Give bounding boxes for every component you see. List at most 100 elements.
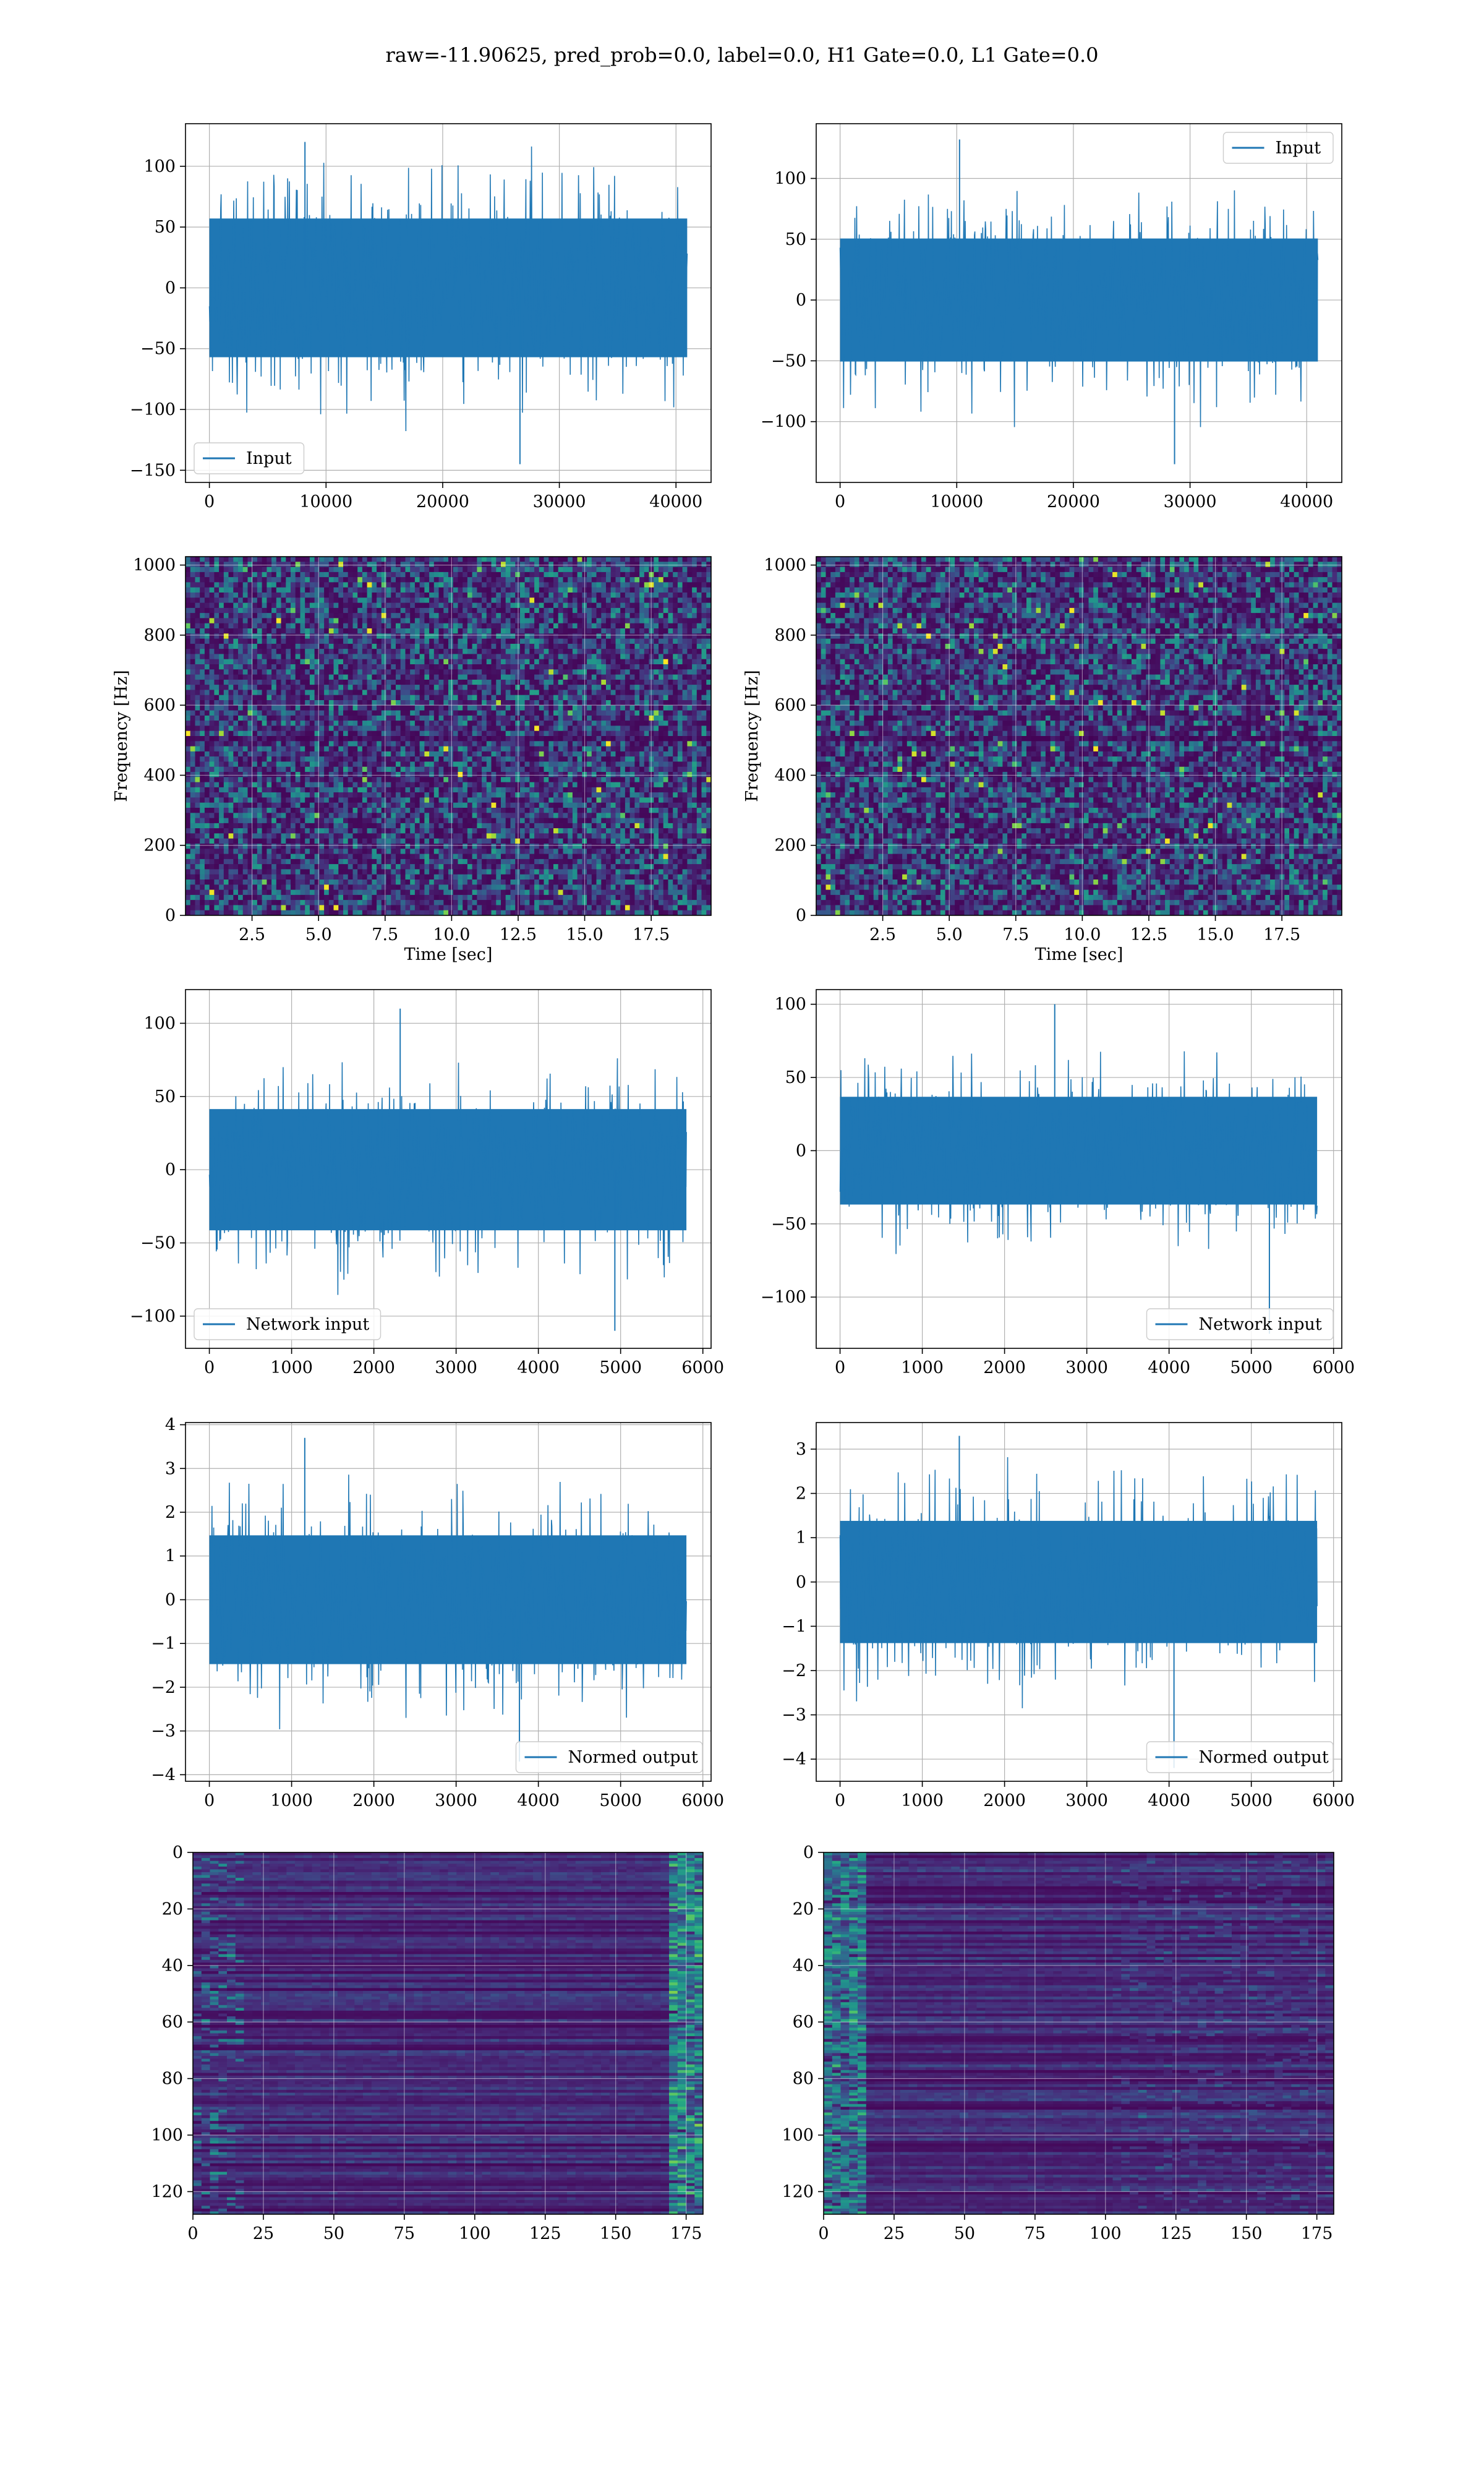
x-tick-label: 125 (529, 2224, 561, 2243)
x-tick-label: 1000 (901, 1791, 944, 1810)
x-tick-label: 175 (1301, 2224, 1333, 2243)
chart-net-input-h1: 0 1000 2000 3000 4000 5000 6000 −100 −50 0 50 100 Ne… (130, 989, 724, 1377)
legend: Network input (1146, 1308, 1334, 1340)
y-tick-label: 0 (803, 1843, 814, 1862)
x-tick-label: 17.5 (1263, 925, 1300, 944)
x-tick-label: 1000 (270, 1791, 313, 1810)
x-tick-label: 5.0 (305, 925, 332, 944)
x-tick-label: 20000 (1047, 492, 1100, 511)
y-tick-label: −50 (771, 1215, 806, 1234)
axes-frame (823, 1852, 1334, 2215)
x-tick-label: 10000 (930, 492, 983, 511)
x-tick-label: 75 (394, 2224, 415, 2243)
x-tick-label: 5000 (599, 1358, 642, 1377)
x-tick-label: 6000 (1312, 1358, 1355, 1377)
y-tick-label: 3 (165, 1459, 176, 1478)
x-tick-label: 17.5 (633, 925, 670, 944)
legend: Input (194, 442, 305, 474)
legend: Normed output (1146, 1741, 1334, 1773)
y-tick-label: 40 (162, 1956, 183, 1975)
x-tick-label: 6000 (681, 1791, 724, 1810)
x-tick-label: 50 (954, 2224, 975, 2243)
y-tick-label: 0 (796, 1573, 806, 1592)
y-tick-label: 200 (774, 836, 806, 855)
y-tick-label: −150 (130, 461, 176, 480)
legend: Network input (194, 1308, 382, 1340)
x-tick-label: 1000 (901, 1358, 944, 1377)
legend-label: Network input (1199, 1315, 1322, 1334)
y-tick-label: −100 (761, 1288, 806, 1307)
y-tick-label: 4 (165, 1416, 176, 1435)
y-tick-label: 100 (774, 169, 806, 188)
x-tick-label: 3000 (435, 1791, 477, 1810)
y-tick-label: 0 (165, 278, 176, 297)
y-axis-label: Frequency [Hz] (112, 670, 131, 802)
y-tick-label: 40 (793, 1956, 814, 1975)
series-line (208, 1058, 687, 1295)
y-tick-label: 1 (796, 1528, 806, 1547)
x-tick-label: 5.0 (936, 925, 963, 944)
x-tick-label: 75 (1025, 2224, 1046, 2243)
y-tick-label: 1 (165, 1547, 176, 1566)
x-tick-label: 0 (204, 1358, 215, 1377)
x-tick-label: 2000 (352, 1791, 395, 1810)
y-tick-label: 0 (796, 906, 806, 925)
figure-title: raw=-11.90625, pred_prob=0.0, label=0.0,… (0, 43, 1484, 67)
x-tick-label: 3000 (1065, 1358, 1108, 1377)
y-tick-label: 600 (143, 696, 176, 715)
x-tick-label: 0 (835, 1791, 845, 1810)
series-line (209, 1475, 687, 1729)
chart-normed-h1: 0 1000 2000 3000 4000 5000 6000 −4 −3 −2 −1 0 1 2 3 4 No… (151, 1416, 724, 1810)
y-tick-label: −1 (782, 1617, 806, 1636)
y-tick-label: 800 (143, 626, 176, 645)
x-tick-label: 6000 (681, 1358, 724, 1377)
axes-frame (816, 1422, 1342, 1782)
legend: Input (1222, 132, 1334, 164)
y-tick-label: 1000 (133, 556, 176, 575)
x-tick-label: 12.5 (1130, 925, 1167, 944)
x-tick-label: 0 (835, 492, 845, 511)
legend-label: Input (246, 449, 292, 468)
y-tick-label: 50 (785, 1068, 806, 1087)
x-tick-label: 2000 (983, 1791, 1026, 1810)
y-tick-label: 3 (796, 1440, 806, 1459)
y-tick-label: 120 (782, 2182, 814, 2201)
x-tick-label: 15.0 (566, 925, 603, 944)
y-tick-label: −100 (130, 400, 176, 419)
x-tick-label: 10.0 (433, 925, 470, 944)
chart-input-l1: 0 10000 20000 30000 40000 −100 −50 0 50 100 Input (761, 123, 1342, 511)
series-line (208, 146, 688, 432)
x-tick-label: 5000 (1230, 1791, 1273, 1810)
x-axis-label: Time [sec] (404, 945, 493, 964)
y-tick-label: 60 (162, 2013, 183, 2032)
x-tick-label: 175 (670, 2224, 702, 2243)
x-tick-label: 25 (253, 2224, 274, 2243)
x-tick-label: 30000 (533, 492, 586, 511)
x-tick-label: 0 (835, 1358, 845, 1377)
y-tick-label: 100 (774, 995, 806, 1014)
x-tick-label: 3000 (435, 1358, 477, 1377)
legend-label: Network input (246, 1315, 369, 1334)
chart-features-h1: 0 25 50 75 100 125 150 175 0 20 40 60 80 100 120 (151, 1843, 704, 2243)
x-tick-label: 150 (1230, 2224, 1263, 2243)
y-tick-label: 200 (143, 836, 176, 855)
y-tick-label: −2 (151, 1678, 176, 1697)
series-line (839, 190, 1319, 427)
x-tick-label: 7.5 (372, 925, 398, 944)
x-tick-label: 2000 (983, 1358, 1026, 1377)
y-tick-label: 0 (165, 906, 176, 925)
y-tick-label: −1 (151, 1634, 176, 1653)
y-tick-label: 100 (143, 157, 176, 176)
y-tick-label: 400 (143, 766, 176, 785)
legend: Normed output (515, 1741, 703, 1773)
x-tick-label: 4000 (517, 1358, 560, 1377)
axes-frame (185, 123, 712, 483)
x-tick-label: 40000 (649, 492, 702, 511)
y-tick-label: 20 (793, 1899, 814, 1919)
y-tick-label: −4 (782, 1750, 806, 1769)
x-tick-label: 12.5 (500, 925, 537, 944)
x-tick-label: 40000 (1280, 492, 1333, 511)
x-tick-label: 50 (323, 2224, 344, 2243)
x-tick-label: 0 (818, 2224, 829, 2243)
legend-label: Normed output (1199, 1748, 1329, 1767)
